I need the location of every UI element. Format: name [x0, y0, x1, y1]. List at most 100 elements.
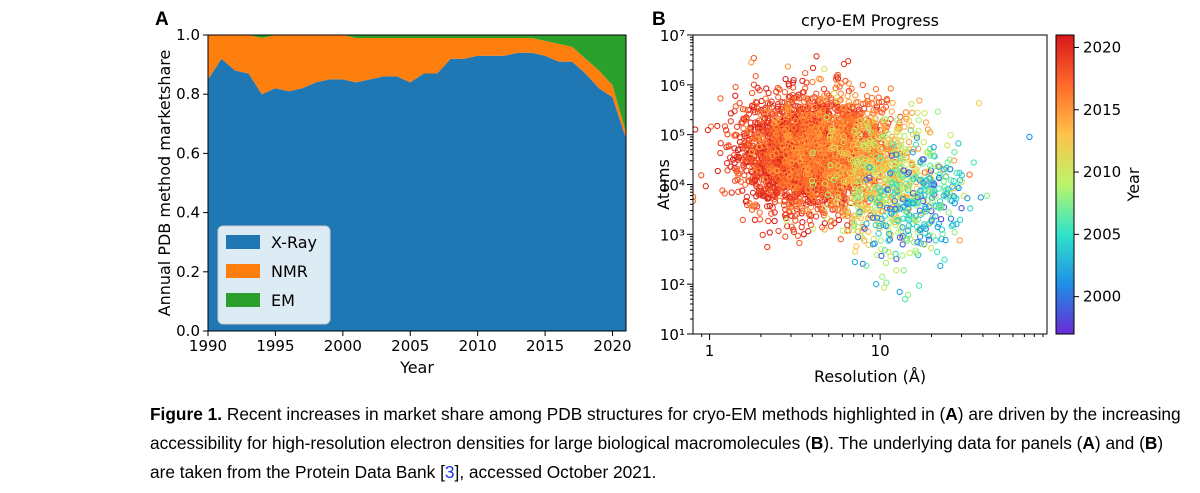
data-point [765, 149, 773, 156]
data-point [782, 75, 789, 83]
data-point [885, 237, 892, 244]
data-point [880, 115, 887, 123]
data-point [792, 217, 799, 224]
data-point [874, 184, 881, 191]
data-point [742, 115, 750, 122]
data-point [983, 192, 991, 199]
y-tick-label: 0.0 [176, 322, 200, 340]
data-point [764, 119, 771, 127]
data-point [914, 239, 921, 246]
data-point [917, 225, 925, 232]
data-point [744, 128, 751, 135]
data-point [834, 107, 841, 115]
data-point [821, 220, 828, 227]
x-tick-label: 1 [705, 342, 715, 360]
data-point [773, 150, 780, 157]
caption-line3c: ) are taken from the Protein Data Bank [ [150, 433, 1164, 482]
data-point [766, 229, 773, 236]
data-point [764, 123, 771, 130]
data-point [801, 85, 809, 92]
data-point [881, 284, 888, 291]
y-tick-label: 10² [660, 276, 685, 294]
data-point [892, 160, 899, 168]
data-point [826, 123, 833, 131]
data-point [834, 190, 842, 197]
data-point [922, 177, 929, 184]
data-point [879, 207, 886, 214]
data-point [754, 131, 761, 138]
data-point [759, 189, 766, 196]
y-tick-label: 0.8 [176, 85, 200, 103]
data-point [839, 227, 847, 234]
data-point [755, 168, 762, 175]
data-point [925, 236, 933, 243]
data-point [799, 154, 806, 161]
data-point [908, 109, 916, 117]
data-point [949, 221, 957, 228]
data-point [808, 95, 815, 102]
data-point [736, 146, 743, 153]
data-point [811, 172, 818, 180]
data-point [954, 183, 961, 190]
data-point [729, 156, 737, 163]
colorbar [1055, 34, 1075, 335]
data-point [871, 117, 878, 124]
data-point [733, 123, 741, 130]
data-point [752, 180, 759, 187]
data-point [811, 163, 818, 171]
data-point [919, 177, 927, 184]
data-point [860, 142, 867, 150]
data-point [840, 60, 848, 68]
data-point [814, 202, 822, 209]
data-point [795, 138, 802, 145]
data-point [761, 109, 768, 116]
data-point [844, 222, 851, 229]
x-tick-label: 1995 [256, 337, 294, 355]
data-point [886, 236, 893, 243]
data-point [888, 210, 895, 217]
chart-title: cryo-EM Progress [801, 11, 939, 30]
data-point [799, 219, 806, 226]
data-point [778, 140, 786, 148]
data-point [850, 222, 858, 229]
data-point [866, 174, 873, 181]
data-point [828, 218, 835, 225]
data-point [817, 167, 825, 174]
data-point [829, 203, 836, 210]
data-point [756, 127, 763, 134]
legend-label: EM [271, 291, 295, 310]
caption-line1-end: ) are driven by the [957, 404, 1098, 424]
data-point [878, 109, 886, 116]
data-point [893, 117, 901, 124]
data-point [900, 167, 907, 174]
data-point [951, 194, 958, 201]
data-point [821, 95, 828, 102]
data-point [925, 220, 933, 227]
data-point [899, 177, 906, 184]
data-point [882, 196, 890, 203]
legend: X-Ray NMR EM [217, 225, 331, 325]
data-point [951, 200, 958, 207]
data-point [934, 223, 941, 231]
data-point [917, 240, 924, 247]
data-point [966, 171, 973, 178]
data-point [899, 241, 906, 248]
data-point [745, 178, 753, 185]
data-point [941, 256, 948, 263]
data-point [797, 195, 804, 203]
data-point [854, 223, 862, 231]
data-point [768, 98, 775, 105]
data-point [714, 167, 721, 175]
data-point [799, 115, 807, 123]
data-point [749, 189, 757, 196]
caption-figure-label: Figure 1. [150, 404, 223, 424]
caption-reference-link[interactable]: 3 [444, 462, 455, 482]
data-point [831, 157, 838, 164]
data-point [857, 111, 865, 118]
data-point [903, 113, 910, 121]
data-point [771, 209, 778, 216]
data-point [907, 127, 914, 134]
data-point [821, 66, 828, 73]
data-point [791, 131, 798, 138]
data-point [955, 140, 962, 147]
